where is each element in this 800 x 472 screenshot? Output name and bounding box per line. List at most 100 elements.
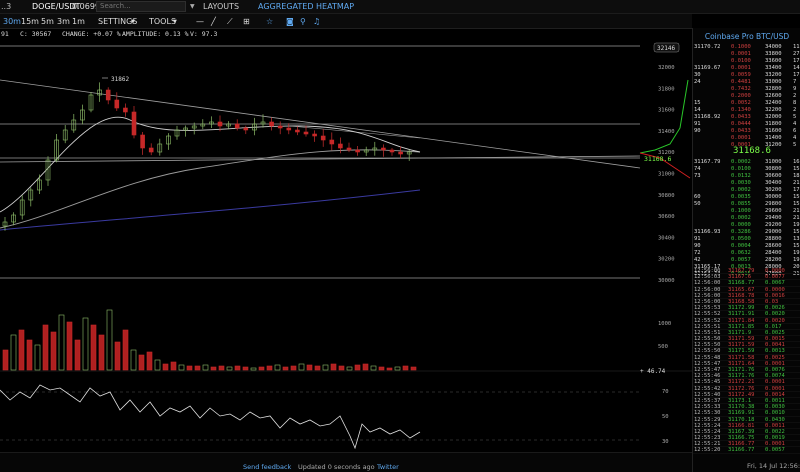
timeframe-1m[interactable]: 1m bbox=[72, 17, 85, 26]
bell-icon[interactable]: ♫ bbox=[313, 17, 321, 26]
candle bbox=[355, 149, 360, 153]
top-bar: ..3 DOGE/USDT 0.06993 Search... ▼ LAYOUT… bbox=[0, 0, 800, 14]
price-axis-label: 30800 bbox=[658, 193, 675, 199]
trade-time: 12:56:00 bbox=[694, 298, 721, 305]
trade-row: 12:55:29 31170.18 0.0430 bbox=[693, 417, 800, 423]
depth-count: 17 bbox=[793, 187, 800, 193]
camera-icon[interactable]: ◙ bbox=[286, 17, 294, 26]
orderbook-title: Coinbase Pro BTC/USD bbox=[704, 32, 790, 41]
order-amount: 0.1340 bbox=[731, 107, 751, 113]
ask-row: 0.7432 32800 9 bbox=[693, 86, 800, 93]
settings-menu[interactable]: SETTINGS bbox=[98, 17, 138, 26]
measure-icon[interactable]: ⊞ bbox=[243, 17, 250, 26]
timeframe-30m[interactable]: 30m bbox=[3, 17, 21, 26]
timeframe-15m[interactable]: 15m bbox=[21, 17, 39, 26]
trade-time: 12:55:37 bbox=[694, 397, 721, 404]
candle bbox=[19, 199, 25, 216]
trade-price: 31172.49 bbox=[728, 391, 755, 398]
trade-row: 12:55:24 31166.81 0.0011 bbox=[693, 423, 800, 429]
updated-status: Updated 0 seconds ago bbox=[298, 463, 375, 471]
ma-line bbox=[639, 79, 689, 154]
symbol-price: 0.06993 bbox=[72, 2, 106, 11]
ray-icon[interactable]: ⟋ bbox=[227, 17, 233, 26]
price-axis-label: 31000 bbox=[658, 172, 675, 178]
trade-time: 12:55:47 bbox=[694, 360, 721, 367]
order-amount: 0.0001 bbox=[731, 135, 751, 141]
trade-size: 0.0001 bbox=[765, 360, 785, 367]
pin-icon[interactable]: ⚲ bbox=[300, 17, 306, 26]
volume-bar bbox=[282, 366, 289, 371]
layouts-menu[interactable]: LAYOUTS bbox=[203, 2, 240, 11]
depth-level: 31800 bbox=[765, 121, 782, 127]
trade-time: 12:55:33 bbox=[694, 404, 721, 411]
trade-row: 12:55:48 31171.58 0.0025 bbox=[693, 355, 800, 361]
depth-level: 29800 bbox=[765, 201, 782, 207]
twitter-link[interactable]: Twitter bbox=[377, 463, 399, 471]
horizontal-line-icon[interactable]: — bbox=[196, 17, 204, 26]
price-axis-label: 30000 bbox=[658, 278, 675, 284]
bid-row: 50 0.0855 29800 15 bbox=[693, 201, 800, 208]
trade-row: 12:55:50 31171.59 0.0015 bbox=[693, 336, 800, 343]
tools-menu[interactable]: TOOLS bbox=[149, 17, 177, 26]
ask-row: 24 0.4481 33000 7 bbox=[693, 79, 800, 86]
trade-time: 12:55:50 bbox=[694, 336, 721, 343]
depth-level: 30800 bbox=[765, 166, 782, 172]
volume-bar bbox=[378, 366, 385, 371]
aggregated-heatmap-link[interactable]: AGGREGATED HEATMAP bbox=[258, 2, 355, 11]
candle bbox=[312, 133, 317, 137]
order-amount: 0.0000 bbox=[731, 222, 751, 228]
datetime-label: Fri, 14 Jul 12:56:0 bbox=[747, 462, 800, 470]
trade-size: 0.0067 bbox=[765, 280, 785, 287]
order-amount: 0.0052 bbox=[731, 100, 751, 106]
max-price-label: 32146 bbox=[657, 45, 675, 52]
order-amount: 0.0100 bbox=[731, 166, 751, 172]
settings-caret-icon: ▼ bbox=[131, 19, 135, 25]
star-icon[interactable]: ☆ bbox=[266, 17, 274, 26]
candle bbox=[243, 127, 249, 131]
ma-line bbox=[0, 116, 421, 213]
trade-time: 12:55:24 bbox=[694, 422, 721, 429]
trade-price: 31172.21 bbox=[728, 379, 755, 386]
depth-count: 15 bbox=[793, 243, 800, 249]
volume-bar bbox=[114, 341, 121, 371]
order-amount: 0.0632 bbox=[731, 250, 751, 256]
trade-time: 12:55:45 bbox=[694, 379, 721, 386]
candle bbox=[183, 127, 188, 131]
trade-row: 12:55:24 31167.39 0.0022 bbox=[693, 428, 800, 436]
ask-row: 91 0.0444 31800 4 bbox=[693, 121, 800, 128]
caret-down-icon[interactable]: ▼ bbox=[190, 3, 195, 10]
symbol-label[interactable]: DOGE/USDT bbox=[32, 2, 81, 11]
bid-row: 31166.93 0.3286 29000 15 bbox=[693, 229, 800, 236]
timeframe-5m[interactable]: 5m bbox=[41, 17, 54, 26]
volume-bar bbox=[410, 366, 417, 371]
search-input[interactable]: Search... bbox=[96, 1, 186, 12]
trade-time: 12:55:47 bbox=[694, 367, 721, 373]
trendline-icon[interactable]: ╱ bbox=[211, 17, 216, 26]
volume-bar bbox=[402, 365, 409, 371]
ohlc-info-bar: 91 C: 30567 CHANGE: +0.07 % AMPLITUDE: 0… bbox=[0, 29, 692, 40]
volume-bar bbox=[122, 329, 129, 371]
price-chart[interactable]: 31862 32000 31800 31600 31400 31200 31000 30800… bbox=[0, 40, 692, 452]
depth-count: 18 bbox=[793, 173, 800, 179]
trade-price: 31171.76 bbox=[728, 373, 755, 380]
depth-count: 16 bbox=[793, 159, 800, 165]
ask-row: 0.0100 33600 17 bbox=[693, 58, 800, 65]
info-volume: V: 97.3 bbox=[190, 30, 218, 38]
depth-count: 21 bbox=[793, 208, 800, 214]
trade-price: 31171.84 bbox=[728, 317, 755, 324]
volume-bar bbox=[354, 364, 361, 371]
ask-row: 90 0.0433 31600 6 bbox=[693, 128, 800, 135]
candle bbox=[303, 131, 309, 135]
send-feedback-link[interactable]: Send feedback bbox=[243, 463, 292, 471]
candle bbox=[88, 94, 94, 111]
volume-bar bbox=[162, 363, 169, 371]
timeframe-3m[interactable]: 3m bbox=[57, 17, 70, 26]
volume-bar bbox=[18, 329, 25, 371]
order-amount: 0.0004 bbox=[731, 243, 751, 249]
trendline bbox=[0, 155, 641, 163]
candle bbox=[71, 119, 77, 131]
rsi-axis-label: 30 bbox=[662, 439, 669, 445]
high-marker-label: 31862 bbox=[111, 76, 129, 83]
trade-time: 12:55:52 bbox=[694, 311, 721, 318]
trade-time: 12:55:24 bbox=[694, 428, 721, 435]
